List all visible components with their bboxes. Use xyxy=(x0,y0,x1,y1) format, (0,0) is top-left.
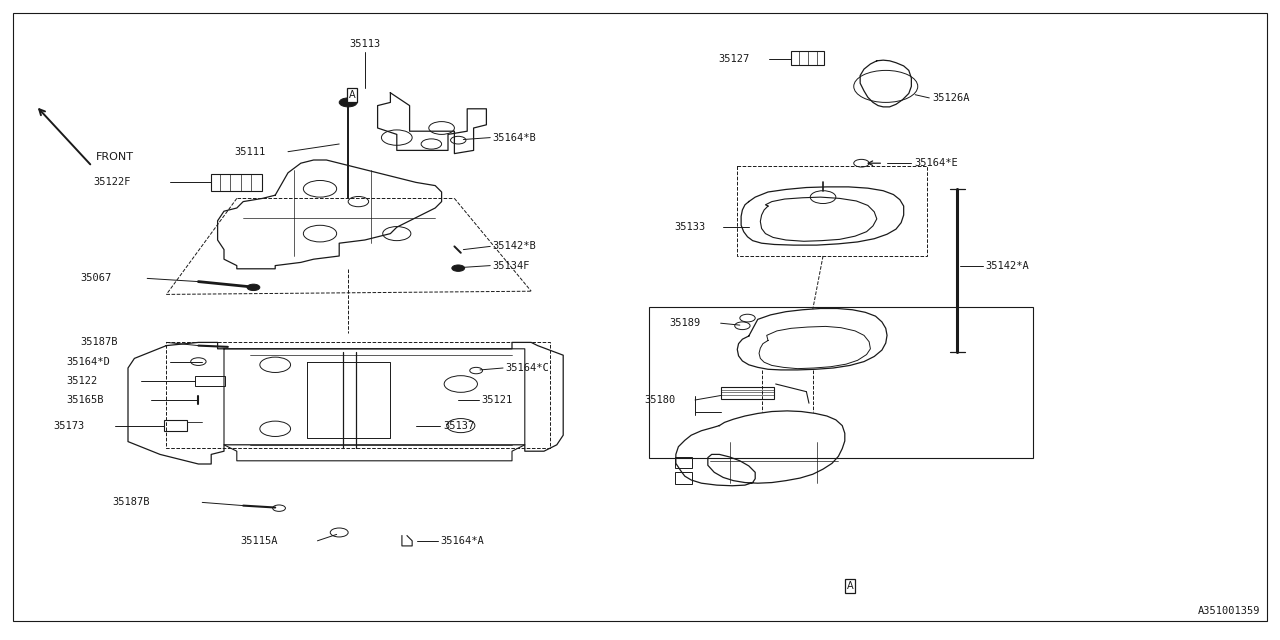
Text: 35180: 35180 xyxy=(644,395,675,405)
Text: 35165B: 35165B xyxy=(67,395,104,405)
Bar xyxy=(164,420,187,431)
Text: 35187B: 35187B xyxy=(113,497,150,508)
Text: 35134F: 35134F xyxy=(493,260,530,271)
Text: 35164*B: 35164*B xyxy=(493,132,536,143)
Text: 35122: 35122 xyxy=(67,376,97,386)
Text: 35127: 35127 xyxy=(718,54,749,64)
Bar xyxy=(211,174,262,191)
Text: 35142*B: 35142*B xyxy=(493,241,536,252)
Bar xyxy=(195,376,225,386)
Bar xyxy=(721,387,774,399)
Bar xyxy=(675,472,692,484)
Text: 35115A: 35115A xyxy=(241,536,278,546)
Circle shape xyxy=(452,265,465,271)
Text: 35187B: 35187B xyxy=(81,337,118,348)
Circle shape xyxy=(247,284,260,291)
Bar xyxy=(166,342,550,448)
Text: 35164*D: 35164*D xyxy=(67,356,110,367)
Text: A351001359: A351001359 xyxy=(1198,606,1261,616)
Text: A: A xyxy=(846,580,854,591)
Text: 35133: 35133 xyxy=(675,222,705,232)
Text: 35142*A: 35142*A xyxy=(986,260,1029,271)
Text: 35164*E: 35164*E xyxy=(914,158,957,168)
Text: 35189: 35189 xyxy=(669,318,700,328)
Circle shape xyxy=(339,98,357,107)
Text: 35164*C: 35164*C xyxy=(506,363,549,373)
Text: FRONT: FRONT xyxy=(96,152,134,162)
Bar xyxy=(791,51,824,65)
Text: 35164*A: 35164*A xyxy=(440,536,484,546)
Text: 35113: 35113 xyxy=(349,38,380,49)
Text: A: A xyxy=(348,90,356,100)
Text: 35121: 35121 xyxy=(481,395,512,405)
Text: 35126A: 35126A xyxy=(932,93,969,103)
Text: 35111: 35111 xyxy=(234,147,265,157)
Text: 35173: 35173 xyxy=(54,420,84,431)
Bar xyxy=(737,166,927,256)
Text: 35122F: 35122F xyxy=(93,177,131,188)
Text: 35137: 35137 xyxy=(443,420,474,431)
Text: 35067: 35067 xyxy=(81,273,111,284)
Bar xyxy=(675,457,692,468)
Bar xyxy=(649,307,1033,458)
